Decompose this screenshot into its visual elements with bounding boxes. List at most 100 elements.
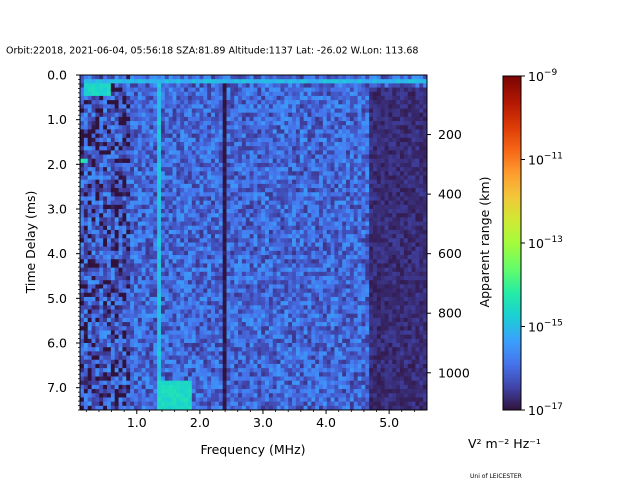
heatmap-cell — [361, 217, 366, 222]
heatmap-cell — [133, 158, 139, 164]
heatmap-cell — [122, 150, 127, 155]
heatmap-cell — [307, 183, 312, 189]
heatmap-cell — [241, 292, 247, 298]
heatmap-cell — [157, 146, 162, 151]
heatmap-cell — [149, 259, 154, 264]
heatmap-cell — [349, 142, 355, 147]
heatmap-cell — [114, 188, 119, 193]
heatmap-cell — [326, 280, 332, 285]
heatmap-cell — [122, 296, 127, 302]
heatmap-cell — [253, 108, 258, 114]
heatmap-cell — [176, 87, 181, 93]
heatmap-cell — [284, 158, 289, 164]
heatmap-cell — [207, 179, 212, 185]
heatmap-cell — [376, 259, 382, 264]
heatmap-cell — [319, 271, 324, 277]
heatmap-cell — [292, 196, 297, 202]
heatmap-cell — [114, 95, 119, 101]
heatmap-cell — [299, 91, 305, 97]
heatmap-cell — [322, 116, 328, 122]
heatmap-cell — [357, 263, 362, 269]
heatmap-cell — [214, 171, 220, 176]
heatmap-cell — [284, 162, 289, 168]
heatmap-cell — [180, 79, 185, 84]
heatmap-cell — [353, 250, 358, 256]
heatmap-cell — [311, 133, 316, 139]
heatmap-cell — [91, 129, 96, 135]
heatmap-cell — [373, 179, 378, 185]
heatmap-cell — [400, 108, 405, 114]
heatmap-cell — [315, 217, 320, 222]
heatmap-cell — [87, 209, 92, 214]
heatmap-cell — [199, 292, 204, 298]
heatmap-cell — [160, 271, 166, 277]
heatmap-cell — [130, 296, 135, 302]
heatmap-cell — [168, 137, 173, 143]
heatmap-cell — [83, 217, 89, 222]
heatmap-cell — [203, 183, 208, 189]
heatmap-cell — [295, 250, 301, 256]
heatmap-cell — [241, 305, 247, 310]
heatmap-cell — [176, 75, 181, 80]
heatmap-cell — [172, 288, 177, 294]
heatmap-cell — [137, 137, 143, 143]
heatmap-cell — [230, 104, 235, 109]
heatmap-cell — [118, 292, 123, 298]
heatmap-cell — [288, 137, 293, 143]
heatmap-cell — [396, 121, 401, 126]
heatmap-cell — [334, 108, 339, 114]
heatmap-cell — [311, 267, 316, 273]
heatmap-cell — [295, 154, 301, 160]
heatmap-cell — [195, 192, 200, 197]
heatmap-cell — [268, 250, 274, 256]
heatmap-cell — [407, 75, 412, 80]
heatmap-cell — [245, 238, 251, 243]
heatmap-cell — [353, 112, 358, 118]
heatmap-cell — [384, 242, 389, 248]
heatmap-cell — [280, 263, 285, 269]
heatmap-cell — [122, 238, 127, 243]
heatmap-cell — [338, 100, 343, 105]
heatmap-cell — [126, 175, 131, 181]
heatmap-cell — [257, 288, 262, 294]
heatmap-cell — [153, 154, 158, 160]
heatmap-cell — [99, 154, 104, 160]
heatmap-cell — [245, 246, 251, 252]
heatmap-cell — [207, 100, 212, 105]
heatmap-cell — [319, 116, 324, 122]
heatmap-cell — [311, 204, 316, 210]
heatmap-cell — [218, 209, 224, 214]
heatmap-cell — [349, 229, 355, 235]
heatmap-cell — [99, 121, 104, 126]
heatmap-cell — [257, 133, 262, 139]
heatmap-cell — [226, 242, 231, 248]
heatmap-cell — [392, 112, 397, 118]
heatmap-cell — [172, 280, 177, 285]
heatmap-cell — [230, 217, 235, 222]
heatmap-cell — [214, 229, 220, 235]
heatmap-cell — [83, 150, 89, 155]
heatmap-cell — [419, 133, 424, 139]
heatmap-cell — [164, 280, 170, 285]
heatmap-cell — [361, 209, 366, 214]
heatmap-cell — [203, 209, 208, 214]
heatmap-cell — [126, 217, 131, 222]
heatmap-cell — [103, 301, 108, 306]
heatmap-cell — [203, 305, 208, 310]
heatmap-cell — [288, 234, 293, 239]
heatmap-cell — [218, 221, 224, 227]
heatmap-cell — [415, 229, 420, 235]
heatmap-cell — [180, 137, 185, 143]
heatmap-cell — [160, 296, 166, 302]
heatmap-cell — [265, 125, 270, 130]
heatmap-cell — [207, 276, 212, 281]
heatmap-cell — [153, 167, 158, 172]
heatmap-cell — [137, 271, 143, 277]
heatmap-cell — [295, 259, 301, 264]
heatmap-cell — [126, 188, 131, 193]
heatmap-cell — [83, 175, 89, 181]
heatmap-cell — [288, 133, 293, 139]
heatmap-cell — [114, 288, 119, 294]
heatmap-cell — [218, 263, 224, 269]
heatmap-cell — [322, 154, 328, 160]
